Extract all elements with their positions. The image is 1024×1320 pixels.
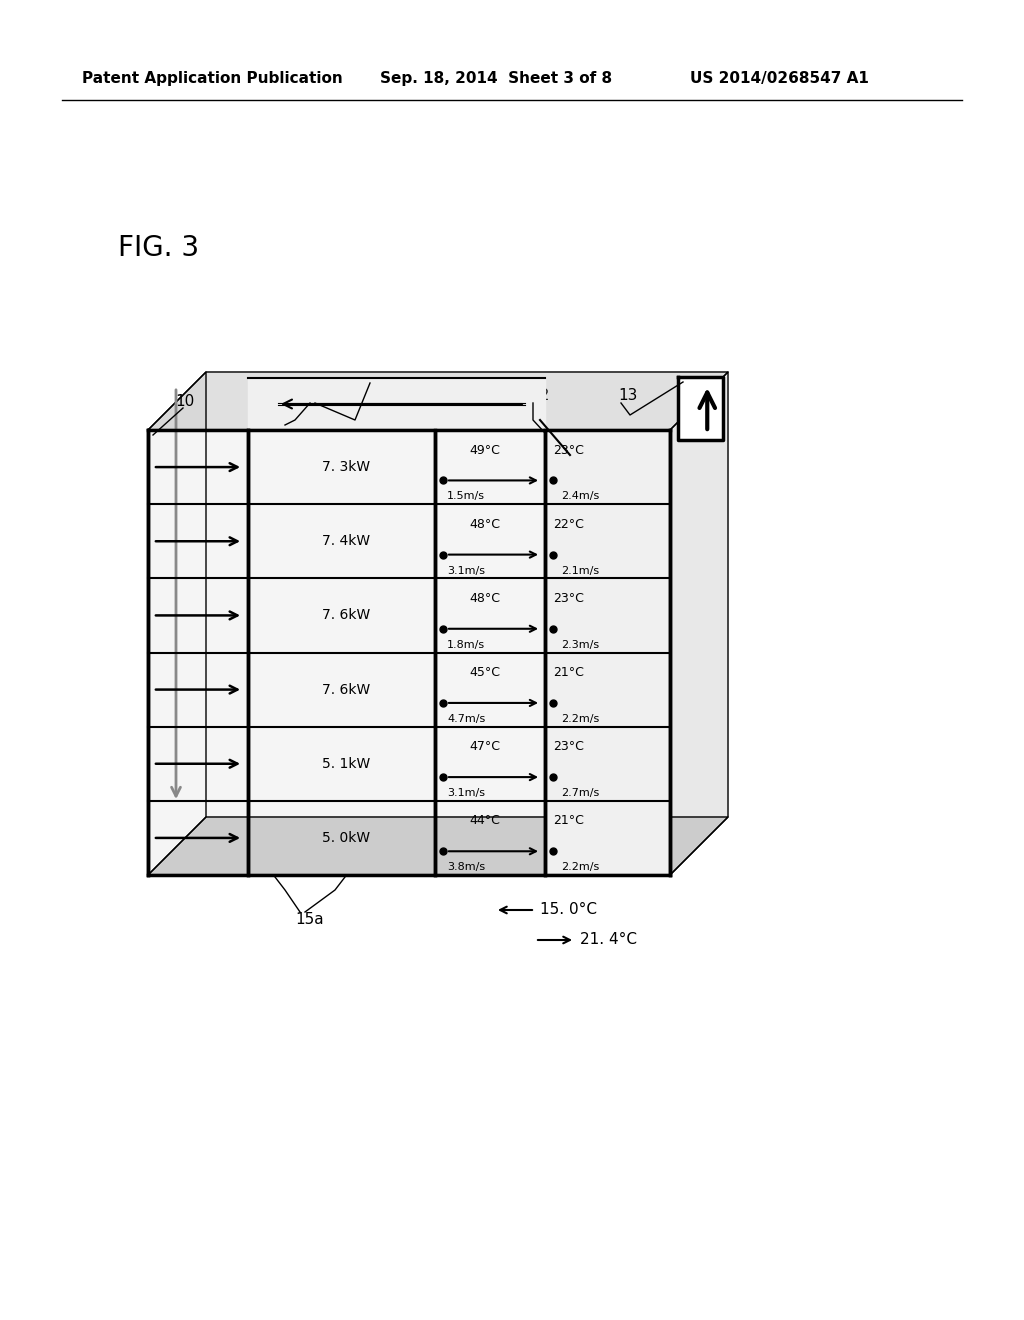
Text: 22°C: 22°C [553,517,584,531]
Polygon shape [148,430,670,875]
Text: 13: 13 [618,388,637,403]
Text: 48°C: 48°C [469,517,501,531]
Text: 5. 0kW: 5. 0kW [323,830,371,845]
Text: Sep. 18, 2014  Sheet 3 of 8: Sep. 18, 2014 Sheet 3 of 8 [380,70,612,86]
Text: 12: 12 [530,388,549,403]
Polygon shape [545,430,670,875]
Text: 7. 3kW: 7. 3kW [323,461,371,474]
Polygon shape [148,372,728,430]
Text: 4.7m/s: 4.7m/s [447,714,485,723]
Text: 1.5m/s: 1.5m/s [447,491,485,502]
Text: FIG. 3: FIG. 3 [118,234,199,261]
Text: 47°C: 47°C [469,741,501,754]
Text: 23°C: 23°C [553,741,584,754]
Text: 7. 4kW: 7. 4kW [323,535,371,548]
Text: US 2014/0268547 A1: US 2014/0268547 A1 [690,70,869,86]
Polygon shape [248,378,545,430]
Text: 15. 0°C: 15. 0°C [540,903,597,917]
Text: 44°C: 44°C [470,814,501,828]
Text: 3.8m/s: 3.8m/s [447,862,485,873]
Text: 1.8m/s: 1.8m/s [447,640,485,649]
Text: 2.2m/s: 2.2m/s [561,862,599,873]
Text: 23°C: 23°C [553,591,584,605]
Text: 15a: 15a [310,388,339,403]
Text: 48°C: 48°C [469,591,501,605]
Text: 2.4m/s: 2.4m/s [561,491,599,502]
Text: 2.1m/s: 2.1m/s [561,565,599,576]
Text: 49°C: 49°C [470,444,501,457]
Polygon shape [670,372,728,875]
Text: 21. 4°C: 21. 4°C [580,932,637,948]
Text: 7. 6kW: 7. 6kW [323,682,371,697]
Polygon shape [148,372,206,875]
Text: 7. 6kW: 7. 6kW [323,609,371,623]
Text: 3.1m/s: 3.1m/s [447,788,485,799]
Text: 45°C: 45°C [469,667,501,678]
Text: 2.2m/s: 2.2m/s [561,714,599,723]
Text: 10: 10 [175,395,195,409]
Text: 23°C: 23°C [553,444,584,457]
Text: 15a: 15a [295,912,324,928]
Text: 2.3m/s: 2.3m/s [561,640,599,649]
Polygon shape [148,817,728,875]
Text: 21°C: 21°C [553,814,584,828]
Text: 5. 1kW: 5. 1kW [323,756,371,771]
Text: Patent Application Publication: Patent Application Publication [82,70,343,86]
Text: 3.1m/s: 3.1m/s [447,565,485,576]
Text: 21°C: 21°C [553,667,584,678]
Polygon shape [678,378,723,440]
Text: 2.7m/s: 2.7m/s [561,788,599,799]
